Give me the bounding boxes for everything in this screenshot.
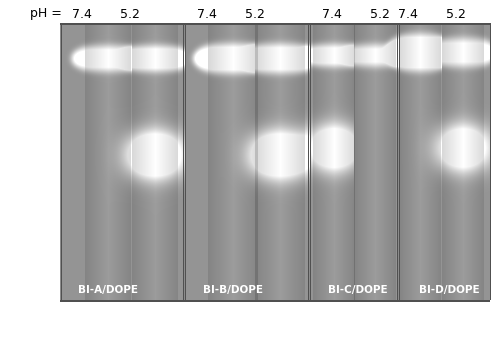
Text: 7.4: 7.4	[398, 7, 418, 21]
Text: BI-A/DOPE: BI-A/DOPE	[78, 285, 138, 295]
Text: BI-C/DOPE: BI-C/DOPE	[328, 285, 388, 295]
Text: 7.4: 7.4	[322, 7, 342, 21]
Text: 7.4: 7.4	[197, 7, 217, 21]
Text: 5.2: 5.2	[120, 7, 140, 21]
Text: BI-D/DOPE: BI-D/DOPE	[418, 285, 480, 295]
Text: pH =: pH =	[30, 7, 62, 21]
Text: 5.2: 5.2	[446, 7, 466, 21]
Text: 5.2: 5.2	[245, 7, 265, 21]
Text: BI-B/DOPE: BI-B/DOPE	[203, 285, 263, 295]
Text: 5.2: 5.2	[370, 7, 390, 21]
Text: 7.4: 7.4	[72, 7, 92, 21]
